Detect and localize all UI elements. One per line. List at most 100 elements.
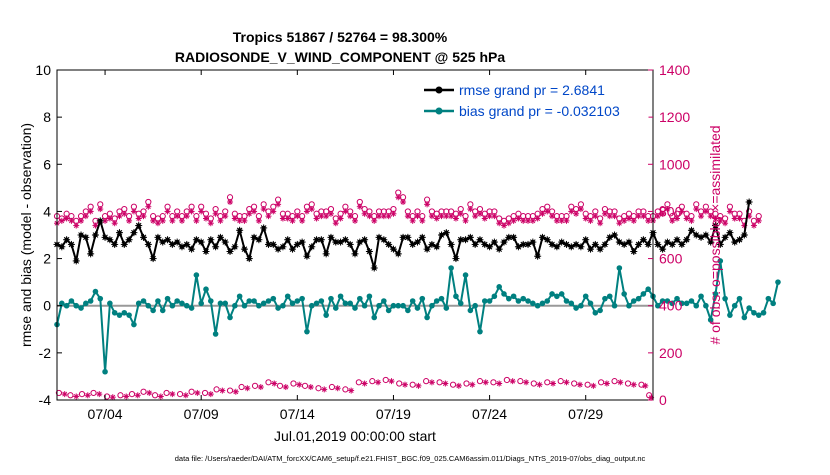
series-rmse-point-star [120, 240, 128, 248]
obs-assimilated-point-stroke [309, 206, 315, 212]
obs-assimilated-point-stroke [275, 201, 281, 207]
series-bias-point [107, 300, 113, 307]
obs-assimilated-low-point-stroke [73, 394, 79, 399]
obs-assimilated-low-point-stroke [96, 391, 102, 397]
series-rmse-point-star-stroke [409, 241, 416, 248]
obs-assimilated-point [73, 222, 80, 229]
obs-assimilated-point-stroke [193, 218, 199, 224]
series-rmse-point-star-stroke [414, 239, 421, 245]
obs-assimilated-point-stroke [467, 206, 473, 212]
series-bias-point [664, 298, 671, 304]
series-rmse-point-star-stroke [376, 234, 382, 241]
series-rmse-point-star [490, 238, 498, 246]
obs-assimilated-point-stroke [198, 208, 204, 214]
obs-assimilated-low-point [455, 382, 462, 389]
legend-rmse-label: rmse grand pr = 2.6841 [459, 82, 605, 98]
series-bias-point [116, 312, 123, 318]
obs-assimilated-point-stroke [640, 213, 646, 219]
series-rmse-point-star-stroke [227, 248, 233, 255]
obs-assimilated-point-stroke [597, 220, 603, 226]
series-bias-point [698, 293, 704, 300]
series-rmse-point-star [289, 245, 297, 253]
obs-assimilated-low-point [282, 384, 289, 391]
obs-assimilated-point-stroke [256, 218, 262, 224]
obs-assimilated-point-stroke [722, 220, 728, 226]
series-bias-point [486, 298, 493, 304]
series-bias-point [563, 298, 570, 304]
series-bias-point [361, 302, 368, 309]
chart-axes: -4 -2 0 2 4 6 8 10 0 200 400 600 800 1000 1200 1400 07/0… [35, 62, 690, 422]
obs-assimilated-point-stroke [515, 216, 521, 221]
obs-assimilated-point [284, 215, 291, 222]
series-bias-point [534, 302, 541, 309]
obs-assimilated-point [327, 210, 334, 217]
series-rmse-point-star-stroke [712, 222, 719, 229]
series-bias-point [342, 300, 349, 307]
series-rmse-point-star [394, 250, 402, 258]
obs-assimilated-point-stroke [376, 213, 382, 219]
series-bias-point [385, 307, 392, 314]
series-bias-point [155, 298, 161, 304]
series-rmse-point-star-stroke [510, 234, 517, 241]
series-bias-point [78, 305, 84, 311]
series-bias-point [102, 368, 108, 375]
obs-assimilated-point-stroke [645, 218, 651, 224]
obs-assimilated-point-stroke [703, 208, 709, 214]
series-rmse-point-star-stroke [270, 241, 277, 248]
obs-assimilated-low-point-stroke [62, 391, 68, 397]
obs-possible-low-point [201, 389, 209, 397]
series-rmse-point-star-stroke [332, 239, 339, 245]
obs-assimilated-low-point [334, 385, 341, 392]
series-rmse-point-star-stroke [208, 236, 214, 243]
obs-assimilated-low-point-stroke [194, 390, 200, 396]
obs-assimilated-low-point [84, 392, 91, 399]
obs-possible-low-point [290, 380, 297, 387]
series-bias-point [736, 295, 743, 302]
series-bias-point [265, 298, 272, 304]
series-bias-point [208, 298, 214, 304]
obs-assimilated-point-stroke [607, 213, 613, 219]
series-rmse-point-star-stroke [145, 241, 152, 248]
obs-assimilated-point [678, 208, 685, 215]
series-rmse-point-star-stroke [232, 243, 238, 250]
series-rmse-point-star [553, 243, 561, 251]
y-tick-label: 10 [35, 62, 51, 78]
series-bias-point [193, 272, 200, 278]
series-rmse-point-star [683, 236, 691, 244]
obs-assimilated-point [525, 217, 532, 224]
obs-assimilated-point [222, 213, 229, 220]
footer-data-file: data file: /Users/raeder/DAI/ATM_forcXX/… [175, 454, 646, 463]
series-rmse-point-star-stroke [357, 239, 363, 245]
series-rmse-point-star [125, 236, 133, 244]
obs-assimilated-point-stroke [549, 213, 555, 219]
obs-assimilated-low-point [296, 381, 303, 388]
obs-assimilated-point-stroke [64, 216, 70, 221]
series-bias-point [433, 298, 440, 304]
series-bias-point [597, 307, 603, 314]
legend: rmse grand pr = 2.6841 bias grand pr = -… [419, 75, 649, 127]
obs-assimilated-low-point-stroke [258, 384, 264, 390]
obs-possible-low-point [611, 378, 618, 385]
obs-possible-low-point [117, 392, 124, 399]
obs-assimilated-point-stroke [616, 220, 622, 226]
chart-title: Tropics 51867 / 52764 = 98.300% [233, 29, 448, 45]
series-bias-point [304, 328, 310, 335]
series-bias-point [270, 295, 277, 302]
obs-assimilated-point [342, 208, 349, 215]
obs-assimilated-point-stroke [213, 211, 219, 217]
series-bias-point [275, 305, 281, 311]
obs-assimilated-point-stroke [698, 213, 704, 219]
obs-assimilated-point [198, 208, 205, 215]
obs-assimilated-low-point [509, 378, 516, 385]
obs-assimilated-point-stroke [443, 213, 449, 219]
obs-assimilated-point-stroke [621, 218, 627, 224]
obs-possible-low-point [382, 376, 389, 384]
series-rmse-point-star-stroke [496, 246, 502, 252]
series-rmse-point-star-stroke [188, 246, 195, 252]
series-bias-point [755, 312, 762, 318]
series-bias-point [424, 314, 430, 321]
obs-assimilated-low-point [348, 387, 355, 394]
series-bias-point [308, 302, 315, 309]
series-rmse-point-star [240, 245, 248, 253]
series-bias-point [145, 302, 152, 309]
